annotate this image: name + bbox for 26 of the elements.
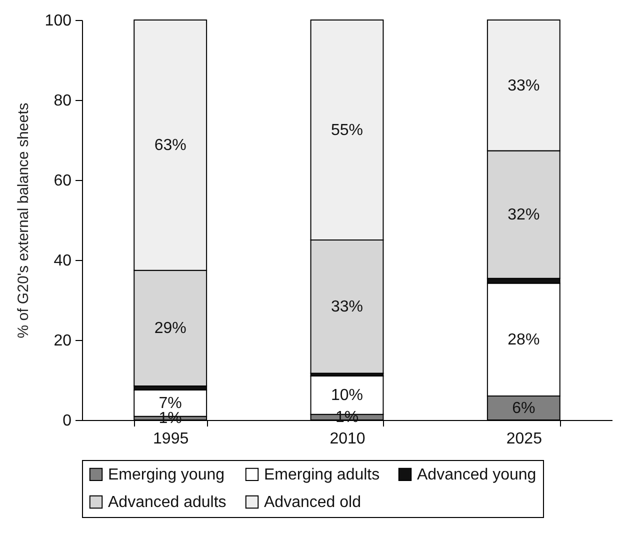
data-label: 55% [330, 122, 364, 139]
data-label: 63% [154, 137, 186, 154]
legend-label: Advanced young [417, 466, 536, 484]
legend-label: Emerging adults [264, 466, 380, 484]
x-tick-label: 2025 [506, 430, 542, 448]
x-tick-label: 1995 [153, 430, 189, 448]
data-label: 7% [158, 395, 182, 412]
y-tick-label: 80 [54, 92, 72, 110]
legend-label: Emerging young [108, 466, 225, 484]
x-tick-label: 2010 [330, 430, 366, 448]
data-label: 33% [508, 77, 540, 94]
y-tick-label: 60 [54, 172, 72, 190]
y-tick-label: 20 [54, 332, 72, 350]
data-label: 28% [508, 332, 540, 349]
legend-label: Advanced adults [108, 494, 226, 511]
y-axis-title: % of G20's external balance sheets [14, 102, 32, 338]
legend-label: Advanced old [264, 494, 361, 511]
data-label: 1% [158, 410, 182, 428]
data-label: 6% [512, 400, 536, 417]
data-label: 33% [330, 298, 364, 316]
data-label: 32% [508, 206, 540, 224]
data-label: 10% [330, 387, 364, 404]
y-tick-label: 40 [54, 252, 72, 270]
y-tick-label: 100 [44, 12, 72, 30]
y-tick-label: 0 [62, 412, 72, 430]
data-label: 29% [154, 320, 186, 338]
